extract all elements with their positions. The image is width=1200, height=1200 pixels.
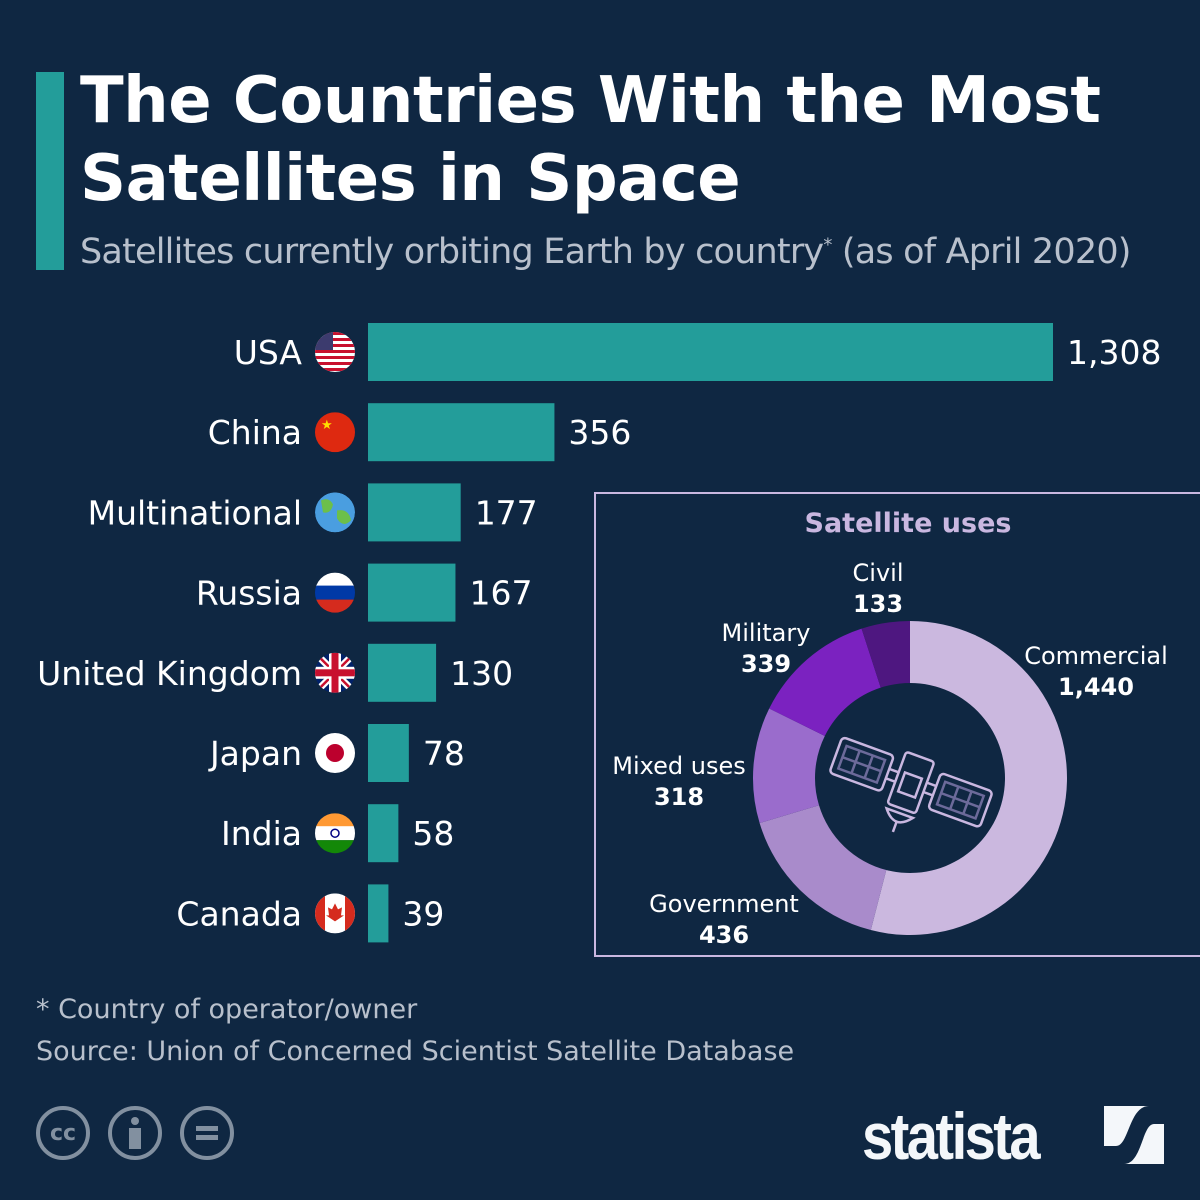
donut-slice-military	[769, 628, 881, 736]
donut-slice-civil	[861, 621, 910, 688]
donut-chart: Commercial 1,440 Government 436 Mixed uses 31…	[612, 559, 1168, 949]
bar-chart: USA 1,308 China 356 ★ Multinational 177 Russia 1…	[37, 323, 1161, 943]
value-label: 78	[423, 734, 465, 773]
satellite-icon	[829, 736, 993, 833]
category-label: Russia	[196, 574, 302, 613]
donut-slice-government	[759, 805, 887, 931]
china-flag-icon: ★	[315, 412, 355, 453]
japan-flag-icon	[315, 733, 355, 773]
bar-united-kingdom	[368, 643, 437, 702]
bar-india	[368, 804, 399, 863]
category-label: China	[208, 413, 302, 452]
slice-value: 1,440	[1058, 673, 1134, 701]
globe-icon	[315, 492, 355, 533]
russia-flag-icon	[315, 572, 355, 613]
statista-logo[interactable]: statista	[862, 1098, 1041, 1174]
cc-icon[interactable]: cc	[36, 1106, 90, 1160]
slice-label: Commercial	[1024, 642, 1168, 670]
category-label: India	[221, 814, 302, 853]
title-accent-bar	[36, 72, 64, 270]
subtitle-asterisk: *	[823, 234, 832, 256]
value-label: 39	[402, 894, 444, 933]
title-line-2: Satellites in Space	[80, 142, 741, 216]
value-label: 1,308	[1067, 333, 1161, 372]
donut-slice-mixed-uses	[753, 708, 825, 824]
source: Source: Union of Concerned Scientist Sat…	[36, 1036, 795, 1067]
donut-title: Satellite uses	[805, 508, 1012, 539]
svg-text:★: ★	[321, 418, 333, 433]
chart-canvas: USA 1,308 China 356 ★ Multinational 177 Russia 1…	[37, 323, 1200, 957]
bar-canada	[368, 884, 389, 943]
value-label: 58	[412, 814, 454, 853]
slice-value: 339	[741, 650, 791, 678]
brand-text: statista	[862, 1099, 1041, 1173]
donut-slice-commercial	[870, 621, 1068, 936]
no-derivatives-icon[interactable]	[180, 1106, 234, 1160]
slice-value: 436	[699, 921, 749, 949]
slice-label: Government	[649, 890, 799, 918]
uk-flag-icon	[315, 652, 355, 693]
category-label: United Kingdom	[37, 654, 302, 693]
bar-japan	[368, 724, 409, 782]
value-label: 130	[450, 654, 513, 693]
donut-panel-border	[594, 492, 1200, 957]
category-label: USA	[234, 333, 303, 372]
subtitle-text: Satellites currently orbiting Earth by c…	[80, 232, 824, 272]
category-label: Japan	[208, 734, 302, 773]
bar-usa	[368, 323, 1053, 381]
subtitle-date: (as of April 2020)	[831, 232, 1132, 272]
category-label: Multinational	[88, 493, 302, 532]
india-flag-icon	[315, 813, 355, 854]
bar-multinational	[368, 483, 461, 542]
slice-label: Military	[722, 619, 811, 647]
page-title: The Countries With the Most Satellites i…	[80, 62, 1101, 218]
statista-logo-icon	[1104, 1106, 1164, 1164]
value-label: 356	[568, 413, 631, 452]
us-flag-icon	[315, 332, 355, 372]
value-label: 167	[469, 574, 532, 613]
subtitle: Satellites currently orbiting Earth by c…	[80, 232, 1131, 272]
value-label: 177	[475, 493, 538, 532]
category-label: Canada	[176, 894, 302, 933]
title-line-1: The Countries With the Most	[80, 64, 1101, 138]
slice-value: 318	[654, 783, 704, 811]
attribution-icon[interactable]	[108, 1106, 162, 1160]
bar-china	[368, 403, 555, 462]
footnote: * Country of operator/owner	[36, 994, 418, 1025]
canada-flag-icon	[315, 893, 355, 934]
slice-label: Civil	[853, 559, 904, 587]
slice-value: 133	[853, 590, 903, 618]
bar-russia	[368, 563, 456, 622]
slice-label: Mixed uses	[612, 752, 745, 780]
